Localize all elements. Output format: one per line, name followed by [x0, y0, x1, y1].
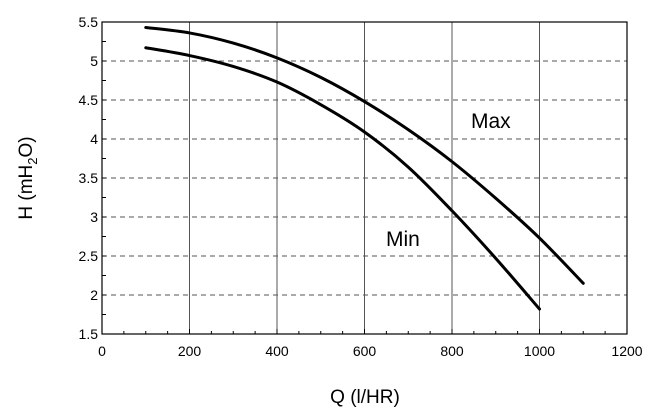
y-tick-label: 5: [90, 53, 98, 69]
minor-tick-marks: [101, 21, 628, 335]
x-axis-tick-labels: 0 200 400 600 800 1000 1200: [98, 343, 643, 359]
x-tick-label: 1000: [524, 343, 555, 359]
y-axis-tick-labels: 1.5 2 2.5 3 3.5 4 4.5 5 5.5: [79, 14, 99, 342]
x-tick-label: 600: [353, 343, 377, 359]
y-tick-label: 1.5: [79, 326, 99, 342]
series-line-min: [144, 46, 541, 311]
series-line-max: [144, 25, 585, 285]
x-tick-label: 200: [178, 343, 202, 359]
y-tick-label: 3: [90, 209, 98, 225]
y-tick-label: 2.5: [79, 248, 99, 264]
y-tick-label: 3.5: [79, 170, 99, 186]
x-axis-title: Q (l/HR): [330, 387, 400, 408]
x-tick-label: 400: [265, 343, 289, 359]
y-axis-title-subscript: 2: [25, 157, 40, 164]
series-label-max: Max: [471, 110, 511, 133]
y-axis-title-tail: O): [16, 136, 37, 157]
y-tick-label: 4: [90, 131, 98, 147]
y-tick-label: 2: [90, 287, 98, 303]
y-axis-title-main: H (mH: [16, 165, 37, 220]
x-tick-label: 1200: [611, 343, 642, 359]
series-label-min: Min: [386, 228, 420, 251]
series-lines: [144, 25, 585, 311]
x-tick-label: 0: [98, 343, 106, 359]
y-tick-label: 4.5: [79, 92, 99, 108]
y-tick-label: 5.5: [79, 14, 99, 30]
y-axis-title: H (mH2O): [16, 136, 40, 219]
x-tick-label: 800: [440, 343, 464, 359]
